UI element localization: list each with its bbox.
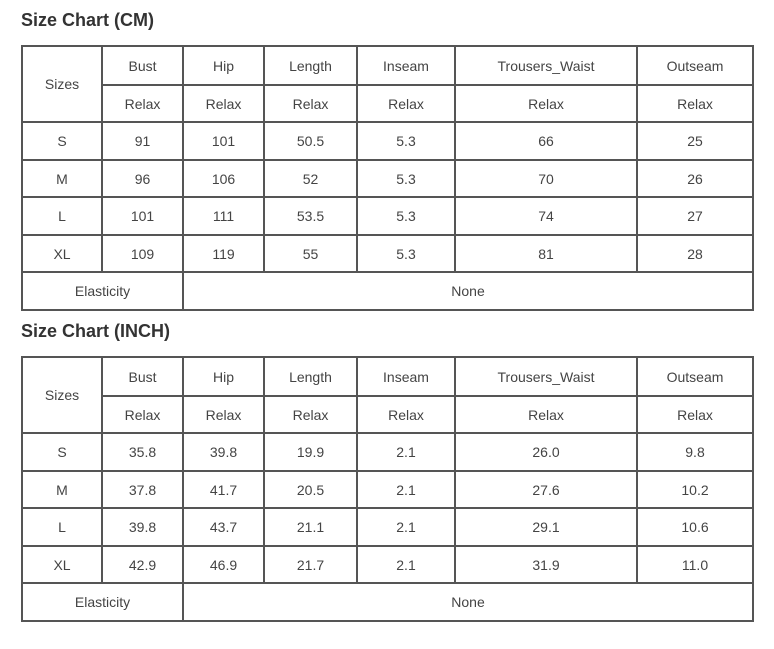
- cell: 10.2: [636, 470, 754, 509]
- cell: 5.3: [356, 159, 456, 198]
- cell: 37.8: [101, 470, 184, 509]
- cell: 42.9: [101, 545, 184, 584]
- cell: 27.6: [454, 470, 638, 509]
- cell: 10.6: [636, 507, 754, 547]
- cell: 91: [101, 121, 184, 161]
- elasticity-label: Elasticity: [21, 582, 184, 622]
- column-header: Hip: [182, 45, 265, 86]
- cell: 35.8: [101, 432, 184, 472]
- column-header: Length: [263, 356, 358, 397]
- cell: 29.1: [454, 507, 638, 547]
- size-cell: L: [21, 196, 103, 236]
- size-chart-table: Sizes Bust Hip Length Inseam Trousers_Waist Ou…: [21, 356, 754, 622]
- elasticity-label: Elasticity: [21, 271, 184, 311]
- size-cell: XL: [21, 234, 103, 273]
- column-header: Trousers_Waist: [454, 45, 638, 86]
- cell: 31.9: [454, 545, 638, 584]
- table-row: L 101 111 53.5 5.3 74 27: [21, 196, 754, 236]
- cell: 119: [182, 234, 265, 273]
- column-header: Inseam: [356, 45, 456, 86]
- cell: 101: [101, 196, 184, 236]
- cell: 39.8: [101, 507, 184, 547]
- fit-subheader: Relax: [636, 395, 754, 434]
- size-cell: M: [21, 159, 103, 198]
- sizes-header: Sizes: [21, 45, 103, 123]
- cell: 2.1: [356, 545, 456, 584]
- cell: 50.5: [263, 121, 358, 161]
- cell: 21.7: [263, 545, 358, 584]
- column-header: Bust: [101, 45, 184, 86]
- cell: 2.1: [356, 470, 456, 509]
- size-cell: XL: [21, 545, 103, 584]
- cell: 25: [636, 121, 754, 161]
- cell: 26: [636, 159, 754, 198]
- cell: 39.8: [182, 432, 265, 472]
- fit-subheader: Relax: [263, 395, 358, 434]
- cell: 52: [263, 159, 358, 198]
- table-row: S 35.8 39.8 19.9 2.1 26.0 9.8: [21, 432, 754, 472]
- size-cell: L: [21, 507, 103, 547]
- fit-subheader: Relax: [636, 84, 754, 123]
- cell: 109: [101, 234, 184, 273]
- elasticity-value: None: [182, 582, 754, 622]
- cell: 26.0: [454, 432, 638, 472]
- fit-subheader: Relax: [356, 84, 456, 123]
- table-row: M 37.8 41.7 20.5 2.1 27.6 10.2: [21, 470, 754, 509]
- cell: 96: [101, 159, 184, 198]
- fit-subheader: Relax: [101, 84, 184, 123]
- table-row: M 96 106 52 5.3 70 26: [21, 159, 754, 198]
- size-cell: S: [21, 432, 103, 472]
- size-cell: M: [21, 470, 103, 509]
- cell: 5.3: [356, 121, 456, 161]
- fit-subheader: Relax: [454, 84, 638, 123]
- cell: 106: [182, 159, 265, 198]
- cell: 41.7: [182, 470, 265, 509]
- cell: 111: [182, 196, 265, 236]
- table-row: XL 109 119 55 5.3 81 28: [21, 234, 754, 273]
- elasticity-value: None: [182, 271, 754, 311]
- cell: 101: [182, 121, 265, 161]
- size-cell: S: [21, 121, 103, 161]
- size-chart-table: Sizes Bust Hip Length Inseam Trousers_Waist Ou…: [21, 45, 754, 311]
- cell: 74: [454, 196, 638, 236]
- cell: 43.7: [182, 507, 265, 547]
- cell: 2.1: [356, 507, 456, 547]
- cell: 2.1: [356, 432, 456, 472]
- cell: 46.9: [182, 545, 265, 584]
- cell: 9.8: [636, 432, 754, 472]
- column-header: Hip: [182, 356, 265, 397]
- cell: 66: [454, 121, 638, 161]
- cell: 5.3: [356, 196, 456, 236]
- cell: 70: [454, 159, 638, 198]
- column-header: Bust: [101, 356, 184, 397]
- table-title: Size Chart (INCH): [21, 321, 171, 341]
- table-row: S 91 101 50.5 5.3 66 25: [21, 121, 754, 161]
- fit-subheader: Relax: [356, 395, 456, 434]
- column-header: Trousers_Waist: [454, 356, 638, 397]
- cell: 28: [636, 234, 754, 273]
- fit-subheader: Relax: [101, 395, 184, 434]
- cell: 21.1: [263, 507, 358, 547]
- sizes-header: Sizes: [21, 356, 103, 434]
- column-header: Inseam: [356, 356, 456, 397]
- cell: 11.0: [636, 545, 754, 584]
- fit-subheader: Relax: [182, 84, 265, 123]
- fit-subheader: Relax: [182, 395, 265, 434]
- column-header: Outseam: [636, 45, 754, 86]
- cell: 27: [636, 196, 754, 236]
- table-row: XL 42.9 46.9 21.7 2.1 31.9 11.0: [21, 545, 754, 584]
- cell: 19.9: [263, 432, 358, 472]
- table-title: Size Chart (CM): [21, 10, 155, 30]
- fit-subheader: Relax: [454, 395, 638, 434]
- cell: 81: [454, 234, 638, 273]
- cell: 5.3: [356, 234, 456, 273]
- cell: 20.5: [263, 470, 358, 509]
- column-header: Outseam: [636, 356, 754, 397]
- column-header: Length: [263, 45, 358, 86]
- table-row: L 39.8 43.7 21.1 2.1 29.1 10.6: [21, 507, 754, 547]
- cell: 53.5: [263, 196, 358, 236]
- fit-subheader: Relax: [263, 84, 358, 123]
- cell: 55: [263, 234, 358, 273]
